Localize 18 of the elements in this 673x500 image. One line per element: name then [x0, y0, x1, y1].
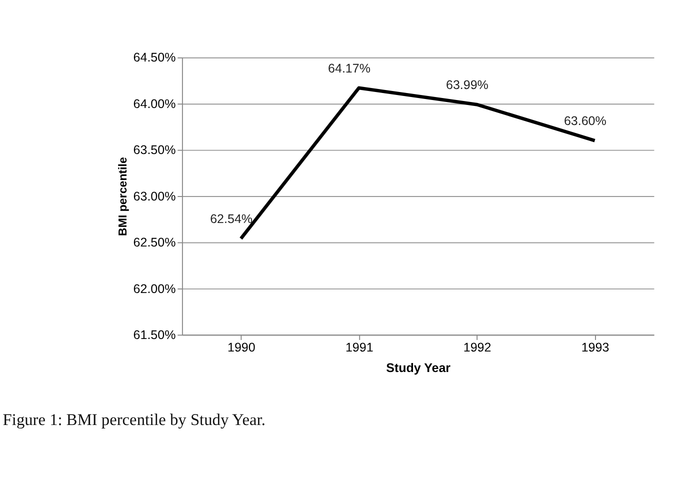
y-tick-label: 64.00% — [133, 96, 176, 111]
y-tick-label: 63.00% — [133, 189, 176, 204]
y-tick-label: 62.50% — [133, 236, 176, 250]
y-tick-label: 64.50% — [133, 50, 176, 65]
y-tick-label: 62.00% — [133, 282, 176, 296]
caption: Figure 1: BMI percentile by Study Year. — [2, 410, 266, 430]
data-label: 64.17% — [328, 61, 370, 76]
x-tick-label: 1992 — [463, 340, 492, 355]
x-tick-label: 1993 — [581, 340, 610, 355]
y-tick-label: 61.50% — [133, 328, 176, 342]
data-label: 63.99% — [446, 78, 488, 92]
y-axis-title: BMI percentile — [118, 156, 130, 236]
x-tick-label: 1991 — [345, 340, 374, 355]
x-tick-label: 1990 — [228, 340, 256, 355]
x-axis-title: Study Year — [386, 360, 451, 375]
data-label: 62.54% — [210, 212, 253, 226]
data-label: 63.60% — [564, 114, 606, 128]
y-tick-label: 63.50% — [133, 143, 176, 158]
